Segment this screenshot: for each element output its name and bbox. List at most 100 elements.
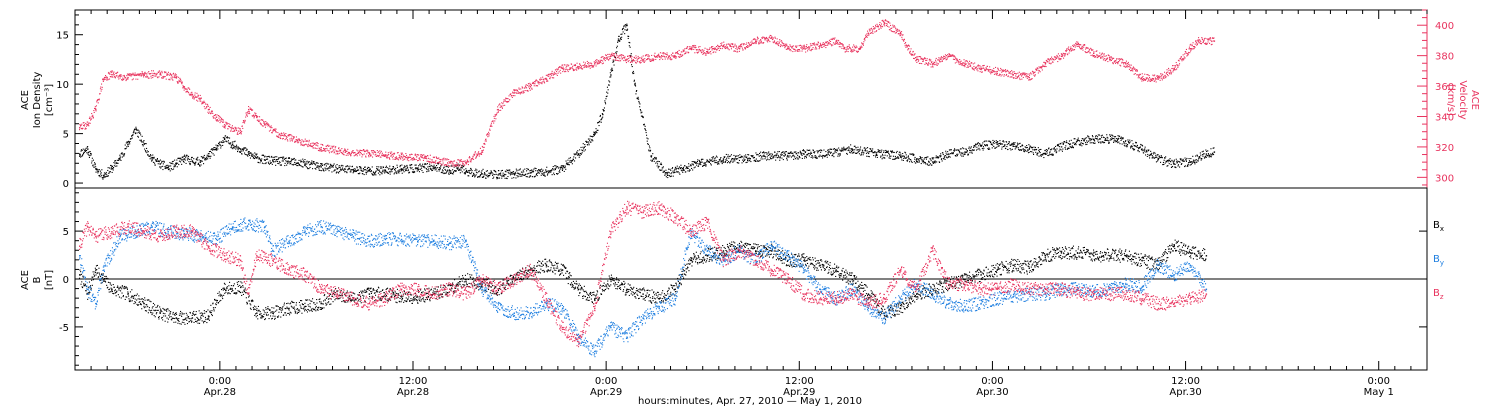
density-series-point bbox=[388, 167, 390, 169]
velocity-series-point bbox=[210, 112, 212, 114]
velocity-series-point bbox=[88, 122, 90, 124]
density-series-point bbox=[610, 76, 612, 78]
velocity-series-point bbox=[481, 153, 483, 155]
density-series-point bbox=[1002, 140, 1004, 142]
density-series-point bbox=[1133, 145, 1135, 147]
density-series-point bbox=[453, 166, 455, 168]
velocity-series-point bbox=[576, 66, 578, 68]
density-series-point bbox=[1196, 161, 1198, 163]
density-series-point bbox=[212, 153, 214, 155]
density-series-point bbox=[137, 135, 139, 137]
density-series-point bbox=[442, 170, 444, 172]
density-series-point bbox=[1066, 142, 1068, 144]
density-series-point bbox=[518, 175, 520, 177]
density-series-point bbox=[132, 132, 134, 134]
velocity-series-point bbox=[137, 78, 139, 80]
velocity-series-point bbox=[392, 155, 394, 157]
density-series-point bbox=[452, 169, 454, 171]
velocity-series-point bbox=[219, 116, 221, 118]
density-series-point bbox=[484, 173, 486, 175]
density-series-point bbox=[254, 155, 256, 157]
velocity-series-point bbox=[399, 156, 401, 158]
density-series-point bbox=[726, 159, 728, 161]
density-series-point bbox=[235, 146, 237, 148]
velocity-series-point bbox=[627, 55, 629, 57]
density-series-point bbox=[285, 157, 287, 159]
velocity-series-point bbox=[187, 87, 189, 89]
density-series-point bbox=[768, 153, 770, 155]
velocity-series-point bbox=[455, 164, 457, 166]
density-series-point bbox=[258, 157, 260, 159]
density-series-point bbox=[315, 168, 317, 170]
density-series-point bbox=[777, 157, 779, 159]
density-series-point bbox=[836, 148, 838, 150]
density-series-point bbox=[162, 163, 164, 165]
velocity-series-point bbox=[446, 158, 448, 160]
velocity-series-point bbox=[298, 139, 300, 141]
density-series-point bbox=[889, 157, 891, 159]
velocity-series-point bbox=[460, 159, 462, 161]
density-series-point bbox=[1072, 142, 1074, 144]
density-series-point bbox=[848, 147, 850, 149]
density-series-point bbox=[561, 169, 563, 171]
velocity-series-point bbox=[277, 132, 279, 134]
density-series-point bbox=[211, 148, 213, 150]
density-series-point bbox=[328, 167, 330, 169]
density-series-point bbox=[486, 170, 488, 172]
density-series-point bbox=[691, 163, 693, 165]
density-series-point bbox=[767, 158, 769, 160]
density-series-point bbox=[644, 128, 646, 130]
velocity-series-point bbox=[270, 125, 272, 127]
density-series-point bbox=[253, 158, 255, 160]
density-series-point bbox=[675, 169, 677, 171]
velocity-series-point bbox=[713, 48, 715, 50]
velocity-series-point bbox=[599, 60, 601, 62]
density-series-point bbox=[568, 157, 570, 159]
density-series-point bbox=[297, 162, 299, 164]
velocity-series-point bbox=[628, 57, 630, 59]
velocity-series-point bbox=[614, 56, 616, 58]
velocity-series-point bbox=[474, 152, 476, 154]
density-series-point bbox=[207, 155, 210, 157]
density-series-point bbox=[1025, 150, 1027, 152]
velocity-series-point bbox=[689, 48, 691, 50]
density-series-point bbox=[526, 168, 528, 170]
velocity-series-point bbox=[256, 119, 258, 121]
density-series-point bbox=[687, 170, 689, 172]
density-series-point bbox=[559, 166, 561, 168]
velocity-series-point bbox=[137, 74, 139, 76]
density-series-point bbox=[1180, 163, 1182, 165]
density-series-point bbox=[341, 168, 343, 170]
density-series-point bbox=[1205, 155, 1207, 157]
density-series-point bbox=[316, 165, 318, 167]
density-series-point bbox=[565, 160, 567, 162]
velocity-series-point bbox=[683, 49, 685, 51]
density-series-point bbox=[952, 152, 954, 154]
velocity-series-point bbox=[697, 52, 699, 54]
velocity-series-point bbox=[478, 155, 480, 157]
density-series-point bbox=[271, 163, 273, 165]
density-series-point bbox=[917, 161, 919, 163]
density-series-point bbox=[308, 168, 310, 170]
velocity-series-point bbox=[226, 122, 228, 124]
density-series-point bbox=[519, 168, 521, 170]
density-series-point bbox=[482, 176, 484, 178]
density-series-point bbox=[397, 170, 399, 172]
density-series-point bbox=[684, 165, 686, 167]
density-series-point bbox=[710, 163, 712, 165]
velocity-series-point bbox=[530, 85, 532, 87]
density-series-point bbox=[808, 149, 810, 151]
velocity-series-point bbox=[542, 78, 544, 80]
density-series-point bbox=[222, 144, 224, 146]
velocity-series-point bbox=[550, 73, 552, 75]
density-series-point bbox=[183, 155, 185, 157]
density-series-point bbox=[901, 159, 903, 161]
density-series-point bbox=[1048, 147, 1050, 149]
density-series-point bbox=[1125, 143, 1127, 145]
velocity-series-point bbox=[545, 77, 547, 79]
density-series-point bbox=[1061, 146, 1063, 148]
density-series-point bbox=[1037, 147, 1039, 149]
velocity-series-point bbox=[376, 155, 378, 157]
velocity-series-point bbox=[209, 111, 211, 113]
density-series-point bbox=[947, 153, 949, 155]
